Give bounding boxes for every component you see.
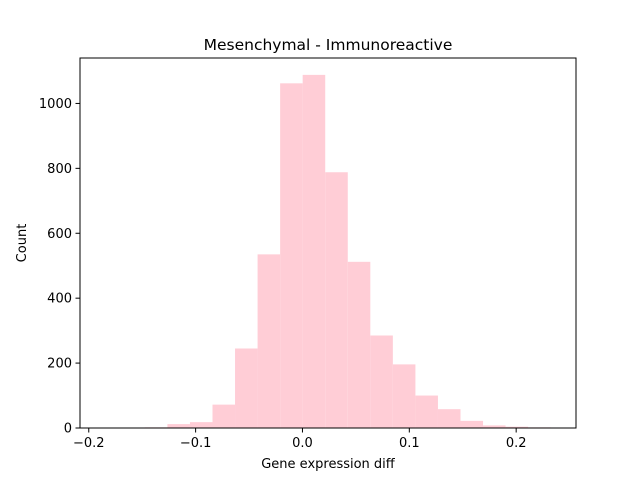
histogram-bar-6 xyxy=(257,254,281,428)
histogram-bar-13 xyxy=(415,395,438,428)
histogram-bar-3 xyxy=(189,422,213,428)
histogram-bar-2 xyxy=(167,424,190,428)
y-tick-label: 800 xyxy=(47,162,72,177)
histogram-bar-10 xyxy=(347,261,371,428)
histogram-bar-7 xyxy=(280,83,303,428)
y-tick-label: 400 xyxy=(47,292,72,307)
histogram-bar-9 xyxy=(325,172,348,428)
histogram-bar-15 xyxy=(460,420,484,428)
histogram-bars xyxy=(122,74,551,428)
x-tick-label: 0.1 xyxy=(399,436,420,451)
y-tick-label: 0 xyxy=(64,422,72,437)
histogram-bar-12 xyxy=(392,364,416,428)
y-tick-label: 1000 xyxy=(39,97,72,112)
histogram-bar-11 xyxy=(370,335,393,428)
x-tick-label: −0.2 xyxy=(73,436,105,451)
chart-title: Mesenchymal - Immunoreactive xyxy=(204,36,453,54)
x-tick-label: 0.2 xyxy=(506,436,527,451)
histogram-bar-4 xyxy=(212,404,236,428)
y-tick-label: 200 xyxy=(47,357,72,372)
histogram-bar-17 xyxy=(505,426,529,428)
x-tick-label: −0.1 xyxy=(180,436,212,451)
plot-frame xyxy=(79,57,577,429)
y-axis-label: Count xyxy=(15,224,30,263)
y-tick-label: 600 xyxy=(47,227,72,242)
histogram-bar-8 xyxy=(302,74,326,428)
x-tick-label: 0.0 xyxy=(292,436,313,451)
x-axis-label: Gene expression diff xyxy=(261,457,396,472)
histogram-bar-16 xyxy=(483,425,506,428)
histogram-bar-14 xyxy=(437,409,461,428)
x-axis-ticks: −0.2 −0.1 0.0 0.1 0.2 xyxy=(73,428,527,451)
histogram-bar-5 xyxy=(235,348,258,428)
y-axis-ticks: 0 200 400 600 800 1000 xyxy=(39,97,80,437)
